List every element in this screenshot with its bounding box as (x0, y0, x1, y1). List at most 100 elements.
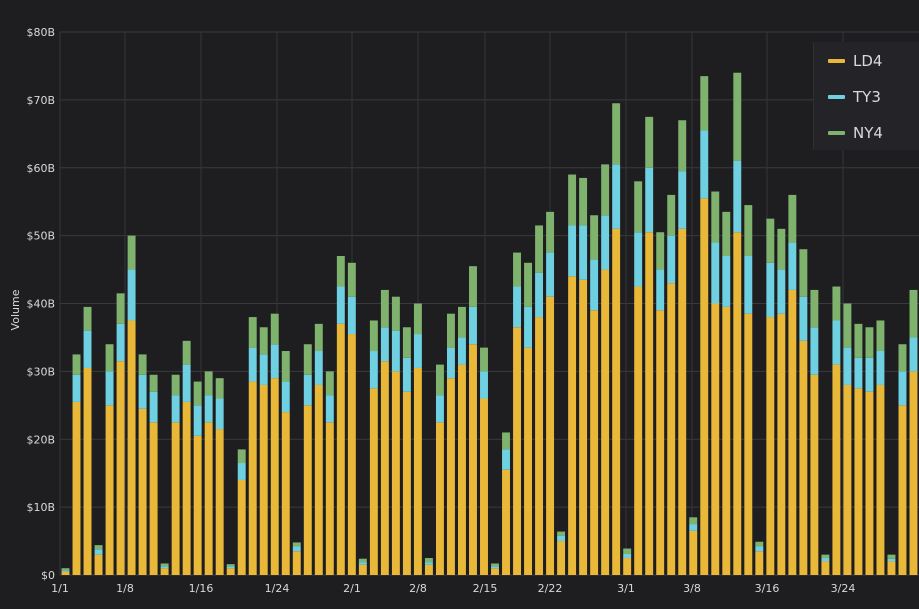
bar-stack[interactable] (171, 374, 180, 575)
bar-stack[interactable] (491, 563, 499, 575)
bar-stack[interactable] (303, 344, 312, 575)
bar-stack[interactable] (821, 554, 830, 575)
bar-segment-ld4 (766, 317, 775, 575)
bar-stack[interactable] (645, 116, 654, 576)
bar-stack[interactable] (314, 323, 323, 575)
bar-segment-ny4 (535, 225, 544, 273)
bar-segment-ty3 (458, 337, 466, 365)
bar-stack[interactable] (61, 568, 70, 575)
bar-stack[interactable] (667, 194, 676, 575)
bar-stack[interactable] (226, 564, 235, 575)
bar-stack[interactable] (215, 378, 224, 575)
y-tick-label: $40B (26, 298, 55, 311)
bar-stack[interactable] (865, 327, 874, 575)
bar-segment-ld4 (435, 422, 444, 575)
bar-segment-ty3 (821, 558, 830, 562)
x-tick-label: 1/8 (116, 582, 134, 595)
bar-stack[interactable] (435, 364, 444, 575)
bar-stack[interactable] (138, 354, 147, 575)
bar-series-layer (61, 72, 918, 576)
legend-swatch-ny4 (828, 131, 845, 135)
bar-stack[interactable] (237, 449, 246, 575)
bar-stack[interactable] (733, 72, 742, 576)
bar-stack[interactable] (568, 174, 577, 575)
bar-stack[interactable] (546, 211, 555, 575)
bar-stack[interactable] (700, 76, 709, 576)
bar-stack[interactable] (502, 432, 510, 575)
bar-stack[interactable] (843, 303, 852, 576)
bar-stack[interactable] (424, 558, 433, 575)
bar-stack[interactable] (854, 323, 863, 575)
bar-segment-ld4 (380, 361, 389, 575)
bar-stack[interactable] (83, 306, 92, 575)
bar-stack[interactable] (656, 232, 665, 575)
bar-segment-ld4 (469, 344, 477, 575)
bar-stack[interactable] (535, 225, 544, 575)
bar-stack[interactable] (325, 371, 334, 575)
bar-segment-ny4 (832, 286, 841, 321)
bar-stack[interactable] (402, 327, 411, 575)
bar-stack[interactable] (369, 320, 378, 575)
bar-stack[interactable] (832, 286, 841, 575)
bar-stack[interactable] (799, 249, 808, 575)
bar-stack[interactable] (876, 320, 885, 575)
bar-stack[interactable] (413, 303, 422, 576)
bar-stack[interactable] (711, 191, 720, 575)
bar-stack[interactable] (579, 177, 588, 575)
legend-item-ty3[interactable]: TY3 (828, 83, 881, 111)
bar-stack[interactable] (744, 205, 753, 575)
bar-stack[interactable] (612, 103, 621, 575)
bar-stack[interactable] (557, 531, 566, 575)
bar-stack[interactable] (248, 317, 257, 575)
bar-stack[interactable] (127, 235, 136, 575)
bar-segment-ty3 (832, 320, 841, 365)
bar-stack[interactable] (755, 541, 764, 575)
bar-stack[interactable] (601, 164, 610, 575)
bar-stack[interactable] (105, 344, 114, 575)
bar-stack[interactable] (259, 327, 268, 575)
bar-stack[interactable] (149, 374, 158, 575)
bar-stack[interactable] (336, 255, 345, 575)
legend-item-ny4[interactable]: NY4 (828, 119, 883, 147)
bar-stack[interactable] (358, 558, 367, 575)
bar-stack[interactable] (777, 228, 786, 575)
bar-stack[interactable] (204, 371, 213, 575)
bar-stack[interactable] (678, 120, 687, 575)
bar-segment-ty3 (435, 395, 444, 423)
bar-stack[interactable] (193, 381, 202, 575)
bar-segment-ny4 (722, 211, 731, 256)
bar-stack[interactable] (766, 218, 775, 575)
bar-stack[interactable] (281, 351, 290, 575)
bar-stack[interactable] (347, 262, 356, 575)
bar-stack[interactable] (909, 289, 918, 576)
bar-stack[interactable] (524, 262, 533, 575)
bar-stack[interactable] (160, 563, 169, 575)
legend-item-ld4[interactable]: LD4 (828, 47, 882, 75)
bar-stack[interactable] (480, 347, 488, 575)
bar-segment-ld4 (94, 554, 103, 575)
bar-segment-ny4 (237, 449, 246, 464)
bar-stack[interactable] (391, 296, 400, 576)
bar-stack[interactable] (623, 548, 632, 575)
bar-stack[interactable] (788, 194, 797, 575)
bar-stack[interactable] (72, 354, 81, 575)
bar-stack[interactable] (634, 181, 643, 575)
bar-stack[interactable] (810, 289, 819, 575)
bar-stack[interactable] (898, 344, 907, 575)
bar-stack[interactable] (270, 313, 279, 575)
bar-stack[interactable] (513, 252, 521, 575)
bar-stack[interactable] (887, 554, 896, 575)
bar-stack[interactable] (292, 542, 301, 575)
bar-stack[interactable] (689, 517, 698, 575)
bar-stack[interactable] (94, 545, 103, 575)
bar-stack[interactable] (380, 289, 389, 575)
bar-stack[interactable] (469, 266, 477, 575)
bar-stack[interactable] (722, 211, 731, 575)
bar-stack[interactable] (182, 340, 191, 575)
bar-stack[interactable] (116, 293, 125, 575)
bar-stack[interactable] (590, 215, 599, 575)
bar-stack[interactable] (446, 313, 455, 575)
bar-segment-ny4 (854, 323, 863, 358)
bar-stack[interactable] (458, 306, 466, 575)
x-tick-label: 2/15 (473, 582, 498, 595)
